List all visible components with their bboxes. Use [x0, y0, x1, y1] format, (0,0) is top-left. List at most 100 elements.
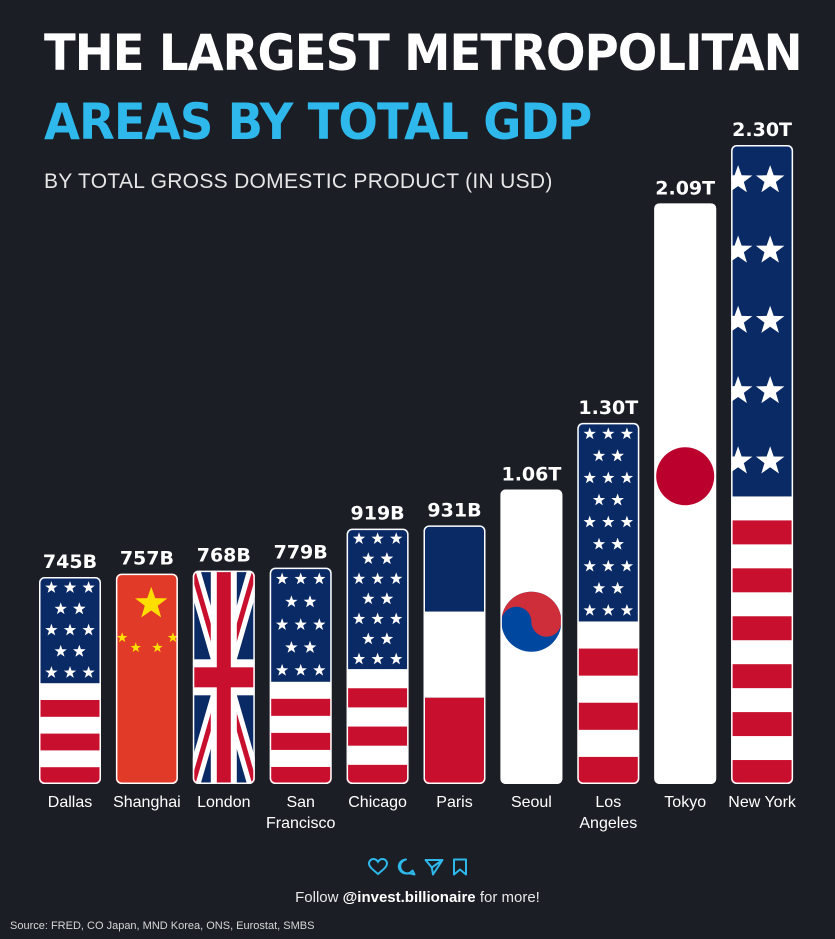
flag-white-band: [423, 611, 486, 698]
flag-star: [390, 652, 403, 665]
flag-star: [371, 532, 384, 544]
flag-red-stripe: [269, 732, 332, 750]
bar-shanghai: [115, 573, 178, 784]
data-label: 1.30T: [578, 397, 638, 419]
flag-star: [54, 602, 67, 615]
flag-star: [63, 666, 77, 678]
flag-star: [755, 165, 785, 193]
flag-star: [611, 449, 624, 462]
flag-star: [352, 652, 366, 665]
comment-icon[interactable]: [396, 858, 416, 876]
social-icons: [0, 858, 835, 876]
flag-star: [620, 559, 634, 572]
flag-star: [592, 493, 606, 506]
flag-star: [602, 515, 615, 528]
flag-star: [352, 532, 366, 544]
flag-star: [611, 493, 624, 506]
flag-red-stripe: [577, 702, 640, 730]
bar-outline: [115, 573, 178, 785]
flag-canton: [346, 528, 409, 670]
data-label: 2.09T: [655, 177, 715, 199]
flag-star: [294, 572, 307, 585]
bar-outline: [654, 203, 717, 784]
bar-outline: [192, 570, 255, 785]
flag-star: [602, 471, 615, 484]
bar-outline: [269, 567, 332, 785]
flag-red-stripe: [577, 756, 640, 784]
flag-star: [380, 592, 394, 605]
bar-san-francisco: [269, 567, 332, 784]
bar-chicago: [346, 528, 409, 784]
flag-star: [275, 663, 289, 676]
bar-outline: [731, 145, 794, 784]
follow-prefix: Follow: [295, 889, 343, 906]
heart-icon[interactable]: [367, 858, 388, 876]
flag-red-stripe: [346, 764, 409, 784]
flag-red-disc: [656, 447, 715, 506]
account-handle-link[interactable]: @invest.billionaire: [342, 889, 476, 906]
flag-star: [285, 641, 298, 653]
flag-taegeuk-red: [501, 591, 562, 637]
flag-star: [592, 449, 606, 462]
flag-star: [592, 581, 606, 594]
share-icon[interactable]: [424, 858, 444, 876]
flag-star: [362, 592, 375, 605]
category-label: London: [197, 794, 250, 811]
chart-subtitle: BY TOTAL GROSS DOMESTIC PRODUCT (IN USD): [44, 170, 553, 193]
chart-title-line-1: THE LARGEST METROPOLITAN: [44, 24, 803, 82]
flag-star: [313, 572, 326, 585]
flag-star: [755, 446, 785, 474]
flag-star: [352, 612, 366, 625]
bar-outline: [39, 577, 101, 785]
bar-tokyo: [654, 203, 717, 784]
data-label: 779B: [274, 542, 328, 564]
flag-star: [371, 572, 384, 585]
flag-star: [63, 581, 77, 593]
category-label: Seoul: [511, 794, 552, 811]
category-label: Los: [595, 794, 621, 811]
category-label: Francisco: [266, 815, 335, 832]
flag-star: [592, 537, 606, 550]
flag-red-stripe: [269, 698, 332, 716]
flag-star: [611, 537, 624, 550]
flag-red-cross: [192, 667, 255, 688]
flag-star: [390, 532, 403, 544]
flag-red-stripe: [39, 733, 101, 751]
flag-star: [371, 652, 384, 665]
flag-blue-band: [423, 525, 486, 612]
flag-star: [303, 595, 317, 608]
bar-seoul: [500, 489, 563, 784]
flag-star: [755, 235, 785, 263]
follow-line: Follow @invest.billionaire for more!: [0, 889, 835, 906]
flag-red-stripe: [346, 726, 409, 746]
flag-star: [63, 623, 77, 636]
data-label: 1.06T: [501, 464, 561, 486]
flag-star: [380, 632, 394, 645]
flag-star: [73, 602, 86, 615]
flag-star: [275, 572, 289, 585]
bar-outline: [346, 528, 409, 785]
flag-star: [755, 305, 785, 333]
flag-red-stripe: [731, 712, 794, 737]
data-label: 919B: [351, 503, 405, 525]
flag-star: [371, 612, 384, 625]
bar-london: [192, 570, 255, 785]
flag-red-stripe: [731, 760, 794, 784]
flag-small-star: [130, 642, 141, 653]
flag-star: [731, 235, 753, 263]
category-label: New York: [728, 794, 797, 811]
flag-star: [731, 376, 753, 404]
flag-red-stripe: [731, 616, 794, 641]
flag-star: [82, 666, 95, 678]
bookmark-icon[interactable]: [452, 858, 468, 876]
flag-star: [45, 623, 58, 636]
bar-chart: 745B Dallas 757B Shanghai 768B London 779B San F…: [39, 119, 797, 832]
flag-star: [602, 427, 615, 440]
flag-star: [362, 552, 375, 565]
flag-star: [362, 632, 375, 645]
flag-star: [313, 618, 326, 630]
flag-star: [303, 641, 317, 653]
flag-small-star: [167, 632, 178, 643]
flag-star: [620, 515, 634, 528]
flag-star: [731, 165, 753, 193]
